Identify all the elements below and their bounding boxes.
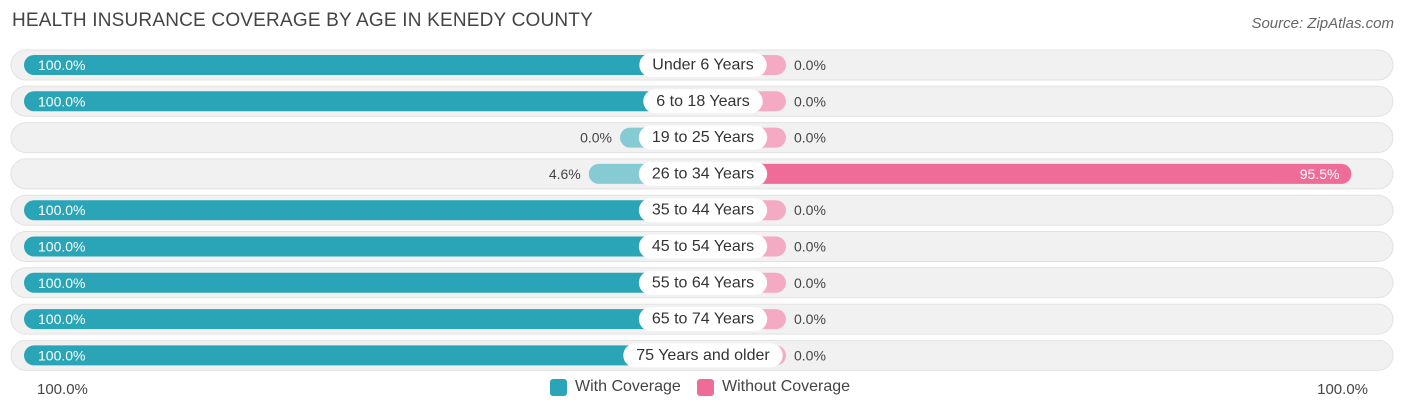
category-pill: [638, 270, 768, 295]
value-label-without-coverage: 0.0%: [794, 275, 826, 291]
source-label: Source: ZipAtlas.com: [1251, 15, 1394, 32]
category-label: 6 to 18 Years: [656, 93, 749, 110]
category-pill: [638, 125, 768, 150]
bar-row: 100.0% 0.0% 75 Years and older: [10, 339, 1394, 371]
category-pill: [638, 234, 768, 259]
bar-with-coverage: [24, 91, 703, 112]
category-label: 35 to 44 Years: [652, 202, 754, 219]
bar-row: 0.0% 0.0% 19 to 25 Years: [10, 122, 1394, 154]
bar-row: 100.0% 0.0% 65 to 74 Years: [10, 303, 1394, 335]
category-label: Under 6 Years: [652, 57, 753, 74]
bar-row: 4.6% 95.5% 26 to 34 Years: [10, 158, 1394, 190]
bar-row: 100.0% 0.0% Under 6 Years: [10, 49, 1394, 81]
category-label: 55 to 64 Years: [652, 274, 754, 291]
value-label-without-coverage: 0.0%: [794, 347, 826, 363]
category-label: 65 to 74 Years: [652, 311, 754, 328]
value-label-without-coverage: 0.0%: [794, 93, 826, 109]
legend-item-with-coverage[interactable]: With Coverage: [550, 378, 681, 396]
category-label: 26 to 34 Years: [652, 165, 754, 182]
legend-label-without-coverage: Without Coverage: [722, 378, 851, 395]
category-label: 75 Years and older: [636, 347, 770, 364]
value-label-without-coverage: 0.0%: [794, 239, 826, 255]
legend-swatch-with-coverage: [550, 378, 567, 396]
value-label-with-coverage: 100.0%: [38, 275, 85, 291]
chart-title: HEALTH INSURANCE COVERAGE BY AGE IN KENE…: [12, 10, 593, 31]
legend-label-with-coverage: With Coverage: [575, 378, 681, 395]
legend: With Coverage Without Coverage: [0, 378, 1406, 402]
bar-row: 100.0% 0.0% 6 to 18 Years: [10, 85, 1394, 117]
value-label-without-coverage: 0.0%: [794, 57, 826, 73]
bar-with-coverage: [24, 55, 703, 75]
value-label-with-coverage: 100.0%: [38, 202, 85, 218]
axis-left-label: 100.0%: [37, 381, 88, 398]
category-pill: [639, 53, 767, 77]
value-label-with-coverage: 100.0%: [38, 347, 85, 363]
chart-canvas: 100.0% 0.0% Under 6 Years 100.0% 0.0% 6 to 18…: [10, 49, 1394, 371]
value-label-without-coverage: 0.0%: [794, 202, 826, 218]
category-pill: [638, 198, 768, 223]
category-pill: [638, 161, 768, 186]
value-label-with-coverage: 4.6%: [549, 166, 581, 182]
bar-without-coverage: [703, 163, 1352, 184]
value-label-with-coverage: 100.0%: [38, 311, 85, 327]
value-label-with-coverage: 100.0%: [38, 57, 85, 73]
value-label-without-coverage: 0.0%: [794, 311, 826, 327]
value-label-without-coverage: 95.5%: [1300, 166, 1340, 182]
legend-item-without-coverage[interactable]: Without Coverage: [697, 378, 850, 396]
bar-row: 100.0% 0.0% 45 to 54 Years: [10, 231, 1394, 262]
value-label-with-coverage: 100.0%: [38, 239, 85, 255]
category-label: 19 to 25 Years: [652, 129, 754, 146]
bar-with-coverage: [24, 309, 703, 330]
category-pill: [623, 343, 783, 368]
value-label-with-coverage: 100.0%: [38, 93, 85, 109]
bar-row: 100.0% 0.0% 35 to 44 Years: [10, 194, 1394, 226]
bar-row: 100.0% 0.0% 55 to 64 Years: [10, 267, 1394, 299]
bar-with-coverage: [24, 236, 703, 257]
bar-with-coverage: [24, 272, 703, 293]
value-label-with-coverage: 0.0%: [580, 130, 612, 146]
value-label-without-coverage: 0.0%: [794, 130, 826, 146]
category-label: 45 to 54 Years: [652, 238, 754, 255]
category-pill: [638, 307, 768, 332]
bar-with-coverage: [24, 345, 703, 366]
axis-right-label: 100.0%: [1317, 381, 1368, 398]
bar-with-coverage: [24, 200, 703, 221]
legend-swatch-without-coverage: [697, 378, 714, 396]
category-pill: [643, 89, 763, 114]
